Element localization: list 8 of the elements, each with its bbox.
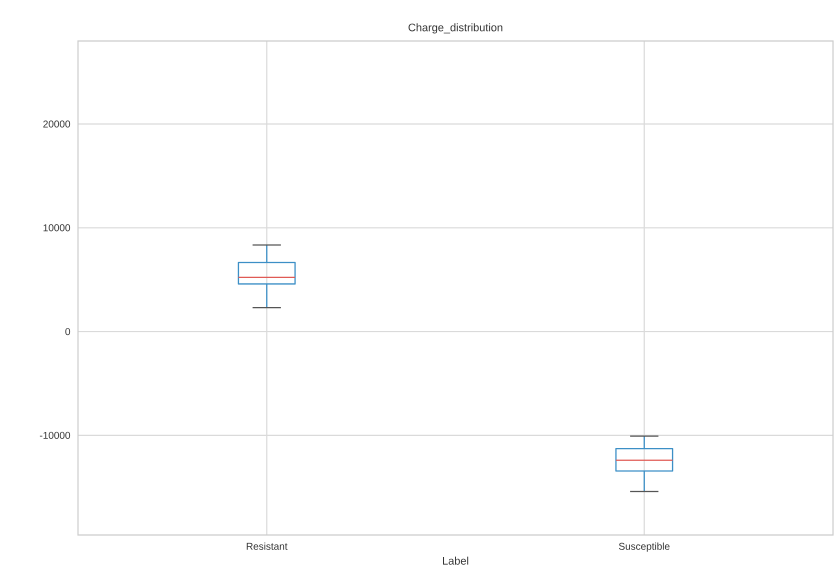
y-tick-label: 20000	[43, 120, 70, 128]
y-tick-label: 0	[65, 328, 70, 336]
chart-title: Charge_distribution	[408, 23, 502, 34]
x-tick-label: Resistant	[246, 542, 288, 550]
y-tick-label: -10000	[40, 432, 70, 439]
y-tick-label: 10000	[44, 224, 70, 232]
x-axis-title: Label	[443, 556, 468, 565]
x-tick-label: Susceptible	[618, 542, 670, 552]
